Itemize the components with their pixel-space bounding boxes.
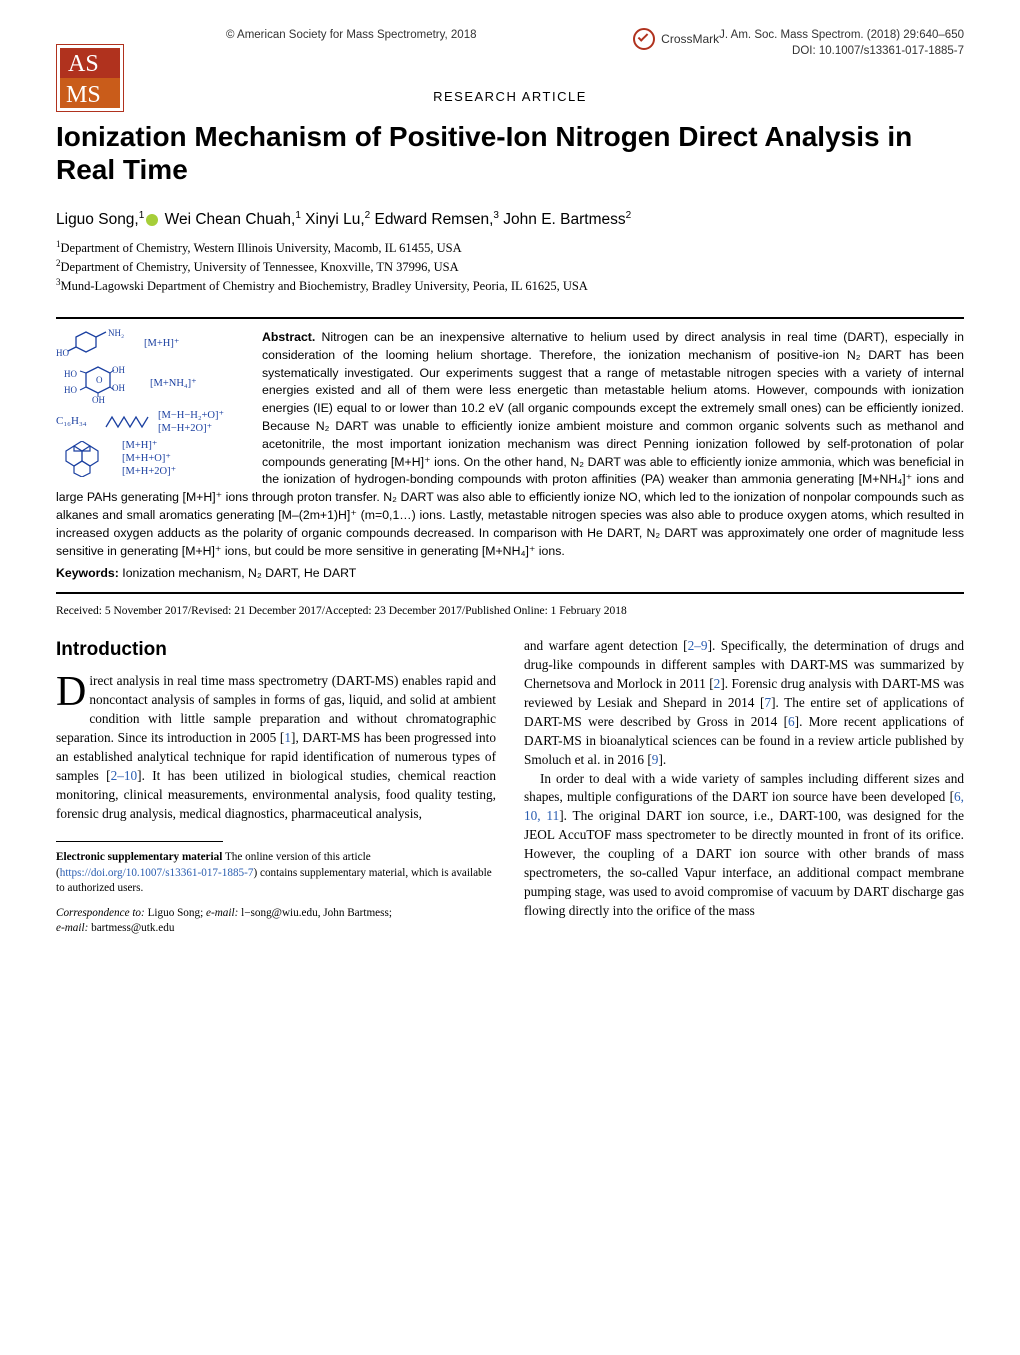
toc-label-1: [M+H]⁺ xyxy=(144,337,179,350)
svg-text:HO: HO xyxy=(56,348,69,358)
article-type: RESEARCH ARTICLE xyxy=(56,88,964,106)
ref-6-10-11[interactable]: 6, 10, 11 xyxy=(524,789,964,823)
affiliation-1: 1Department of Chemistry, Western Illino… xyxy=(56,240,964,257)
intro-heading: Introduction xyxy=(56,637,496,664)
svg-text:AS: AS xyxy=(68,51,99,77)
corr-label: Correspondence to: xyxy=(56,907,145,919)
dropcap: D xyxy=(56,672,89,711)
esm-label: Electronic supplementary material xyxy=(56,851,222,863)
page-header: © American Society for Mass Spectrometry… xyxy=(56,28,964,60)
ref-7[interactable]: 7 xyxy=(764,695,771,710)
rule-mid xyxy=(56,592,964,594)
struct-pyrene xyxy=(56,441,114,477)
intro-para-2: and warfare agent detection [2–9]. Speci… xyxy=(524,637,964,769)
journal-meta: J. Am. Soc. Mass Spectrom. (2018) 29:640… xyxy=(719,28,964,60)
article-dates: Received: 5 November 2017/Revised: 21 De… xyxy=(56,604,964,620)
keywords-label: Keywords: xyxy=(56,566,119,580)
intro-para-1: Direct analysis in real time mass spectr… xyxy=(56,672,496,823)
keywords-line: Keywords: Ionization mechanism, N₂ DART,… xyxy=(56,565,964,582)
keywords-text: Ionization mechanism, N₂ DART, He DART xyxy=(122,566,356,580)
email-label-2: e-mail: xyxy=(56,922,88,934)
crossmark-label: CrossMark xyxy=(661,31,719,48)
journal-citation: J. Am. Soc. Mass Spectrom. (2018) 29:640… xyxy=(719,28,964,44)
toc-label-3: [M−H−H₂+O]⁺ [M−H+2O]⁺ xyxy=(158,409,224,435)
alkane-formula: C₁₆H₃₄ xyxy=(56,415,96,429)
ref-9[interactable]: 9 xyxy=(652,752,659,767)
ref-2-9[interactable]: 2–9 xyxy=(688,638,708,653)
svg-text:OH: OH xyxy=(92,395,105,405)
corr-text: Liguo Song; xyxy=(148,907,206,919)
email-label-1: e-mail: xyxy=(206,907,238,919)
corr-email-2: bartmess@utk.edu xyxy=(91,922,174,934)
svg-text:NH₂: NH₂ xyxy=(108,329,124,338)
struct-aminophenol: NH₂ HO xyxy=(56,329,136,359)
body-columns: Introduction Direct analysis in real tim… xyxy=(56,637,964,936)
crossmark-badge[interactable]: CrossMark xyxy=(633,28,719,50)
ref-6[interactable]: 6 xyxy=(788,714,795,729)
corr-email-1: l−song@wiu.edu, John Bartmess; xyxy=(241,907,392,919)
footnote-rule xyxy=(56,841,223,842)
toc-label-4: [M+H]⁺ [M+H+O]⁺ [M+H+2O]⁺ xyxy=(122,439,176,478)
abstract-block: NH₂ HO [M+H]⁺ O OH OH OH HO HO [M xyxy=(56,329,964,582)
svg-text:MS: MS xyxy=(66,82,101,108)
crossmark-icon xyxy=(633,28,655,50)
doi-line: DOI: 10.1007/s13361-017-1885-7 xyxy=(719,44,964,60)
esm-link[interactable]: https://doi.org/10.1007/s13361-017-1885-… xyxy=(60,867,254,879)
svg-text:OH: OH xyxy=(112,383,125,393)
rule-top xyxy=(56,317,964,319)
svg-text:O: O xyxy=(96,375,103,385)
abstract-label: Abstract. xyxy=(262,330,315,344)
svg-text:OH: OH xyxy=(112,365,125,375)
ref-2-10[interactable]: 2–10 xyxy=(111,768,138,783)
esm-footnote: Electronic supplementary material The on… xyxy=(56,850,496,895)
struct-alkane xyxy=(104,413,150,431)
struct-hexaol: O OH OH OH HO HO xyxy=(56,363,142,405)
asms-logo: AS MS xyxy=(56,44,124,112)
svg-text:HO: HO xyxy=(64,385,77,395)
toc-graphic: NH₂ HO [M+H]⁺ O OH OH OH HO HO [M xyxy=(56,329,244,483)
intro-para-3: In order to deal with a wide variety of … xyxy=(524,770,964,921)
ref-2[interactable]: 2 xyxy=(714,676,721,691)
copyright-line: © American Society for Mass Spectrometry… xyxy=(146,28,593,44)
affiliation-3: 3Mund-Lagowski Department of Chemistry a… xyxy=(56,278,964,295)
svg-text:HO: HO xyxy=(64,369,77,379)
author-list: Liguo Song,1 Wei Chean Chuah,1 Xinyi Lu,… xyxy=(56,209,964,230)
affiliation-2: 2Department of Chemistry, University of … xyxy=(56,259,964,276)
orcid-icon[interactable] xyxy=(146,214,158,226)
toc-label-2: [M+NH₄]⁺ xyxy=(150,377,197,390)
ref-1[interactable]: 1 xyxy=(284,730,291,745)
article-title: Ionization Mechanism of Positive-Ion Nit… xyxy=(56,120,964,187)
correspondence-footnote: Correspondence to: Liguo Song; e-mail: l… xyxy=(56,906,496,936)
